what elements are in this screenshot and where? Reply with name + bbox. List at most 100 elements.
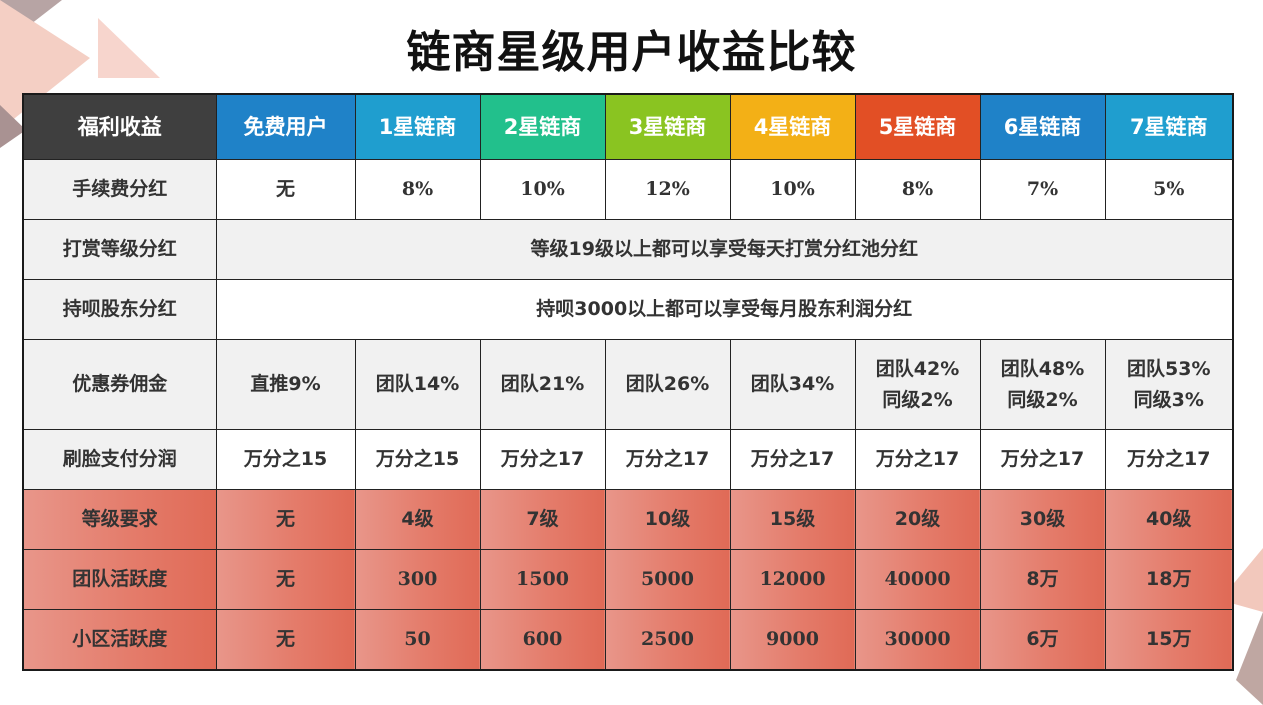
table-cell: 10% <box>729 159 856 220</box>
cell-value: 5% <box>1153 178 1185 200</box>
table-cell: 7% <box>979 159 1106 220</box>
header-star-2: 2星链商 <box>479 93 606 160</box>
comparison-table: 福利收益 免费用户 1星链商 2星链商 3星链商 4星链商 5星链商 6星链商 … <box>22 93 1234 671</box>
table-cell: 5% <box>1104 159 1234 220</box>
table-cell: 万分之15 <box>354 429 481 490</box>
cell-line: 团队34% <box>750 373 835 395</box>
header-row: 福利收益 免费用户 1星链商 2星链商 3星链商 4星链商 5星链商 6星链商 … <box>22 93 1234 160</box>
header-free-user: 免费用户 <box>215 93 356 160</box>
cell-line: 团队26% <box>625 373 710 395</box>
table-cell: 团队14% <box>354 339 481 430</box>
cell-value: 8% <box>401 178 434 200</box>
row-label: 刷脸支付分润 <box>22 429 217 490</box>
header-star-3: 3星链商 <box>604 93 731 160</box>
row-label: 持呗股东分红 <box>22 279 217 340</box>
table-cell: 2500 <box>604 609 731 671</box>
row-label: 等级要求 <box>22 489 217 550</box>
table-row-area-activity: 小区活跃度 无 50 600 2500 9000 30000 6万 15万 <box>22 609 1234 671</box>
table-cell: 6万 <box>979 609 1106 671</box>
cell-value: 40000 <box>884 568 951 590</box>
table-row-team-activity: 团队活跃度 无 300 1500 5000 12000 40000 8万 18万 <box>22 549 1234 610</box>
row-label: 小区活跃度 <box>22 609 217 671</box>
cell-line: 同级2% <box>882 388 953 411</box>
cell-value: 8% <box>901 178 934 200</box>
cell-line: 团队48% <box>1000 357 1085 380</box>
table-cell: 30000 <box>854 609 981 671</box>
table-cell: 直推9% <box>215 339 356 430</box>
table-cell: 15级 <box>729 489 856 550</box>
table-cell: 4级 <box>354 489 481 550</box>
table-cell: 40级 <box>1104 489 1234 550</box>
table-cell: 无 <box>215 159 356 220</box>
cell-line: 团队14% <box>375 373 460 395</box>
table-row-holder-dividend: 持呗股东分红 持呗3000以上都可以享受每月股东利润分红 <box>22 279 1234 340</box>
table-cell: 团队53% 同级3% <box>1104 339 1234 430</box>
table-row-coupon-commission: 优惠券佣金 直推9% 团队14% 团队21% 团队26% 团队34% 团队42%… <box>22 339 1234 430</box>
header-label-cell: 福利收益 <box>22 93 217 160</box>
table-cell: 万分之17 <box>979 429 1106 490</box>
table-cell: 万分之15 <box>215 429 356 490</box>
table-cell: 团队42% 同级2% <box>854 339 981 430</box>
table-cell: 团队48% 同级2% <box>979 339 1106 430</box>
cell-value: 10% <box>520 178 565 200</box>
cell-line: 同级3% <box>1133 388 1204 411</box>
cell-value: 1500 <box>516 568 569 590</box>
row-label: 团队活跃度 <box>22 549 217 610</box>
cell-value: 7% <box>1026 178 1059 200</box>
table-cell: 团队26% <box>604 339 731 430</box>
table-cell: 团队21% <box>479 339 606 430</box>
table-cell: 无 <box>215 609 356 671</box>
cell-value: 30000 <box>884 628 951 650</box>
cell-value: 12000 <box>759 568 826 590</box>
table-cell: 万分之17 <box>1104 429 1234 490</box>
cell-value: 9000 <box>766 628 819 650</box>
table-cell: 15万 <box>1104 609 1234 671</box>
table-cell: 万分之17 <box>854 429 981 490</box>
table-cell: 团队34% <box>729 339 856 430</box>
row-label: 手续费分红 <box>22 159 217 220</box>
header-star-6: 6星链商 <box>979 93 1106 160</box>
table-cell: 10级 <box>604 489 731 550</box>
cell-line: 团队21% <box>500 373 585 395</box>
table-cell: 300 <box>354 549 481 610</box>
cell-value: 600 <box>522 628 563 650</box>
table-cell: 8万 <box>979 549 1106 610</box>
table-cell: 8% <box>354 159 481 220</box>
merged-cell: 等级19级以上都可以享受每天打赏分红池分红 <box>215 219 1234 280</box>
cell-line: 直推9% <box>250 373 321 395</box>
table-cell: 40000 <box>854 549 981 610</box>
header-star-7: 7星链商 <box>1104 93 1234 160</box>
table-cell: 无 <box>215 489 356 550</box>
table-row-face-pay: 刷脸支付分润 万分之15 万分之15 万分之17 万分之17 万分之17 万分之… <box>22 429 1234 490</box>
table-cell: 10% <box>479 159 606 220</box>
cell-value: 2500 <box>641 628 694 650</box>
table-cell: 无 <box>215 549 356 610</box>
page-title: 链商星级用户收益比较 <box>406 27 857 78</box>
table-cell: 8% <box>854 159 981 220</box>
table-cell: 20级 <box>854 489 981 550</box>
corner-triangle-right-dark <box>1236 612 1263 705</box>
cell-value: 12% <box>645 178 690 200</box>
table-cell: 万分之17 <box>479 429 606 490</box>
row-label: 优惠券佣金 <box>22 339 217 430</box>
cell-value: 5000 <box>641 568 694 590</box>
table-cell: 7级 <box>479 489 606 550</box>
table-cell: 9000 <box>729 609 856 671</box>
cell-value: 10% <box>770 178 815 200</box>
cell-value: 300 <box>397 568 438 590</box>
table-cell: 600 <box>479 609 606 671</box>
header-star-1: 1星链商 <box>354 93 481 160</box>
table-cell: 30级 <box>979 489 1106 550</box>
row-label: 打赏等级分红 <box>22 219 217 280</box>
header-star-4: 4星链商 <box>729 93 856 160</box>
merged-cell: 持呗3000以上都可以享受每月股东利润分红 <box>215 279 1234 340</box>
table-cell: 50 <box>354 609 481 671</box>
table-row-level-requirement: 等级要求 无 4级 7级 10级 15级 20级 30级 40级 <box>22 489 1234 550</box>
table-cell: 12% <box>604 159 731 220</box>
cell-line: 团队53% <box>1127 357 1211 380</box>
table-cell: 5000 <box>604 549 731 610</box>
cell-line: 同级2% <box>1007 388 1078 411</box>
header-star-5: 5星链商 <box>854 93 981 160</box>
cell-value: 50 <box>404 628 431 650</box>
table-cell: 万分之17 <box>604 429 731 490</box>
